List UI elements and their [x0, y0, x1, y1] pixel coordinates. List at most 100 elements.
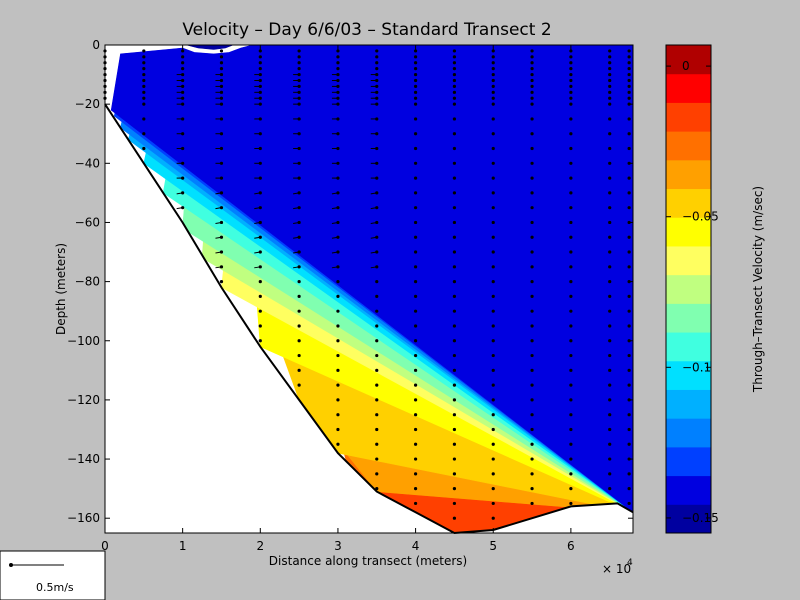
- vector-point: [608, 176, 612, 180]
- vector-point: [452, 294, 457, 298]
- vector-point: [530, 427, 534, 432]
- vector-point: [608, 206, 612, 210]
- vector-point: [258, 78, 262, 83]
- vector-point: [219, 102, 224, 106]
- vector-point: [530, 146, 534, 151]
- vector-point: [530, 487, 534, 491]
- vector-point: [569, 206, 573, 210]
- vector-point: [608, 78, 612, 83]
- vector-point: [336, 235, 340, 239]
- scale-arrow-dot: [9, 563, 13, 567]
- vector-point: [608, 235, 612, 239]
- vector-point: [627, 96, 631, 100]
- vector-point: [569, 309, 573, 313]
- vector-point: [608, 161, 612, 165]
- vector-point: [452, 235, 457, 239]
- vector-point: [530, 67, 534, 71]
- vector-point: [142, 72, 146, 77]
- vector-point: [627, 49, 631, 53]
- vector-point: [530, 84, 534, 89]
- vector-point: [219, 146, 224, 151]
- vector-point: [627, 176, 631, 180]
- vector-point: [491, 146, 495, 151]
- vector-point: [336, 90, 340, 94]
- vector-point: [336, 368, 340, 372]
- vector-point: [219, 206, 224, 210]
- vector-point: [608, 487, 612, 491]
- vector-point: [413, 117, 418, 121]
- vector-point: [569, 368, 573, 372]
- vector-point: [375, 324, 379, 328]
- vector-point: [491, 61, 495, 65]
- vector-point: [258, 90, 262, 94]
- vector-point: [219, 67, 224, 71]
- vector-point: [142, 90, 146, 94]
- vector-point: [142, 67, 146, 71]
- vector-point: [142, 78, 146, 83]
- vector-point: [258, 265, 262, 269]
- vector-point: [569, 61, 573, 65]
- vector-point: [452, 398, 457, 402]
- vector-point: [530, 55, 534, 59]
- vector-point: [608, 220, 612, 225]
- vector-point: [258, 191, 262, 195]
- colorbar: 0 −0.05 −0.1 −0.15 Through–Transect Velocit…: [665, 44, 765, 534]
- vector-point: [219, 280, 224, 284]
- vector-point: [413, 146, 418, 151]
- vector-point: [627, 250, 631, 254]
- vector-point: [530, 191, 534, 195]
- vector-point: [375, 353, 379, 358]
- vector-point: [375, 61, 379, 65]
- vector-point: [452, 413, 457, 417]
- vector-point: [608, 191, 612, 195]
- vector-point: [219, 250, 224, 254]
- vector-point: [413, 339, 418, 343]
- vector-point: [530, 220, 534, 225]
- y-axis-label: Depth (meters): [54, 243, 68, 335]
- vector-point: [413, 413, 418, 417]
- vector-point: [491, 501, 495, 506]
- plot-area: [103, 44, 634, 535]
- vector-point: [627, 383, 631, 387]
- vector-point: [491, 84, 495, 89]
- vector-point: [452, 84, 457, 89]
- vector-point: [452, 55, 457, 59]
- vector-point: [452, 78, 457, 83]
- colorbar-swatch: [666, 245, 711, 276]
- vector-point: [627, 84, 631, 89]
- colorbar-swatch: [666, 274, 711, 304]
- vector-point: [530, 472, 534, 476]
- vector-point: [569, 398, 573, 402]
- vector-point: [627, 55, 631, 59]
- vector-point: [452, 191, 457, 195]
- vector-point: [530, 309, 534, 313]
- vector-point: [181, 84, 185, 89]
- vector-point: [452, 146, 457, 151]
- vector-point: [608, 383, 612, 387]
- vector-point: [608, 90, 612, 94]
- vector-point: [608, 96, 612, 100]
- vector-point: [375, 398, 379, 402]
- vector-point: [142, 55, 146, 59]
- vector-point: [608, 353, 612, 358]
- vector-point: [530, 132, 534, 136]
- vector-point: [413, 398, 418, 402]
- vector-point: [627, 191, 631, 195]
- vector-point: [569, 102, 573, 106]
- vector-point: [530, 413, 534, 417]
- vector-point: [627, 487, 631, 491]
- vector-point: [336, 398, 340, 402]
- vector-point: [413, 487, 418, 491]
- vector-point: [219, 235, 224, 239]
- vector-point: [258, 250, 262, 254]
- vector-point: [336, 96, 340, 100]
- x-tick-label: 3: [334, 539, 342, 553]
- contour-band: [110, 45, 633, 513]
- vector-point: [569, 132, 573, 136]
- vector-point: [336, 413, 340, 417]
- vector-point: [530, 324, 534, 328]
- scale-legend: 0.5m/s: [0, 550, 106, 600]
- vector-point: [530, 72, 534, 77]
- vector-point: [375, 176, 379, 180]
- x-tick-label: 0: [101, 539, 109, 553]
